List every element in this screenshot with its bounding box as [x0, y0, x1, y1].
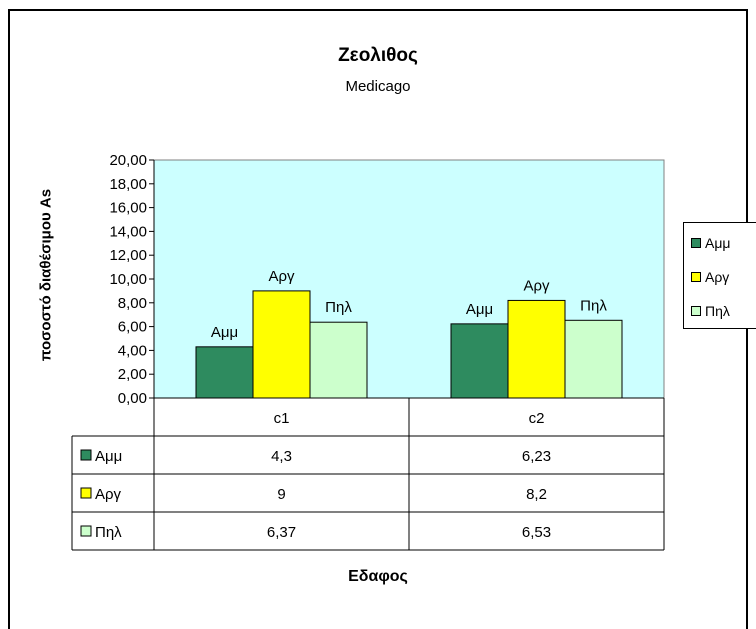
- table-cell: 4,3: [271, 448, 292, 465]
- y-tick-label: 12,00: [109, 247, 147, 264]
- y-tick-label: 2,00: [118, 366, 147, 383]
- bar-data-label: Πηλ: [580, 297, 607, 314]
- bar-Αμμ-c1: [195, 346, 254, 399]
- legend-item-arg: Αργ: [691, 269, 729, 285]
- table-row-label: Αργ: [95, 486, 122, 503]
- table-row-label: Πηλ: [95, 524, 122, 541]
- legend-item-amm: Αμμ: [691, 235, 730, 251]
- y-tick-label: 18,00: [109, 176, 147, 193]
- legend-swatch-amm: [691, 238, 701, 248]
- bar-data-label: Πηλ: [325, 299, 352, 316]
- legend-swatch-arg: [691, 272, 701, 282]
- table-swatch-Αμμ: [80, 449, 92, 461]
- legend-label-arg: Αργ: [705, 269, 730, 285]
- legend-label-pil: Πηλ: [705, 303, 730, 319]
- table-cell: 6,23: [522, 448, 551, 465]
- table-cell: 6,53: [522, 524, 551, 541]
- legend-swatch-pil: [691, 306, 701, 316]
- bar-Αργ-c1: [252, 290, 311, 399]
- chart-subtitle: Medicago: [345, 78, 411, 95]
- y-tick-label: 4,00: [118, 342, 147, 359]
- bar-data-label: Αμμ: [466, 301, 493, 318]
- chart-title: Ζεολιθος: [338, 45, 418, 66]
- table-header-c1: c1: [274, 410, 290, 427]
- y-tick-label: 0,00: [118, 390, 147, 407]
- x-axis-label: Εδαφος: [348, 568, 408, 585]
- table-row-label: Αμμ: [95, 448, 122, 465]
- table-cell: 8,2: [526, 486, 547, 503]
- table-swatch-Πηλ: [80, 525, 92, 537]
- table-swatch-Αργ: [80, 487, 92, 499]
- bar-Πηλ-c2: [564, 319, 623, 399]
- table-header-c2: c2: [529, 410, 545, 427]
- y-tick-label: 16,00: [109, 200, 147, 217]
- bar-data-label: Αργ: [523, 277, 550, 294]
- legend: Αμμ Αργ Πηλ: [683, 222, 756, 329]
- y-tick-label: 14,00: [109, 223, 147, 240]
- y-tick-label: 6,00: [118, 319, 147, 336]
- bar-data-label: Αμμ: [211, 324, 238, 341]
- y-tick-label: 8,00: [118, 295, 147, 312]
- table-cell: 6,37: [267, 524, 296, 541]
- bar-Αργ-c2: [507, 299, 566, 399]
- legend-label-amm: Αμμ: [705, 235, 731, 251]
- legend-item-pil: Πηλ: [691, 303, 730, 319]
- y-tick-label: 10,00: [109, 271, 147, 288]
- bar-Αμμ-c2: [450, 323, 509, 399]
- bar-data-label: Αργ: [268, 268, 295, 285]
- table-cell: 9: [277, 486, 285, 503]
- bar-Πηλ-c1: [309, 321, 368, 399]
- y-tick-label: 20,00: [109, 152, 147, 169]
